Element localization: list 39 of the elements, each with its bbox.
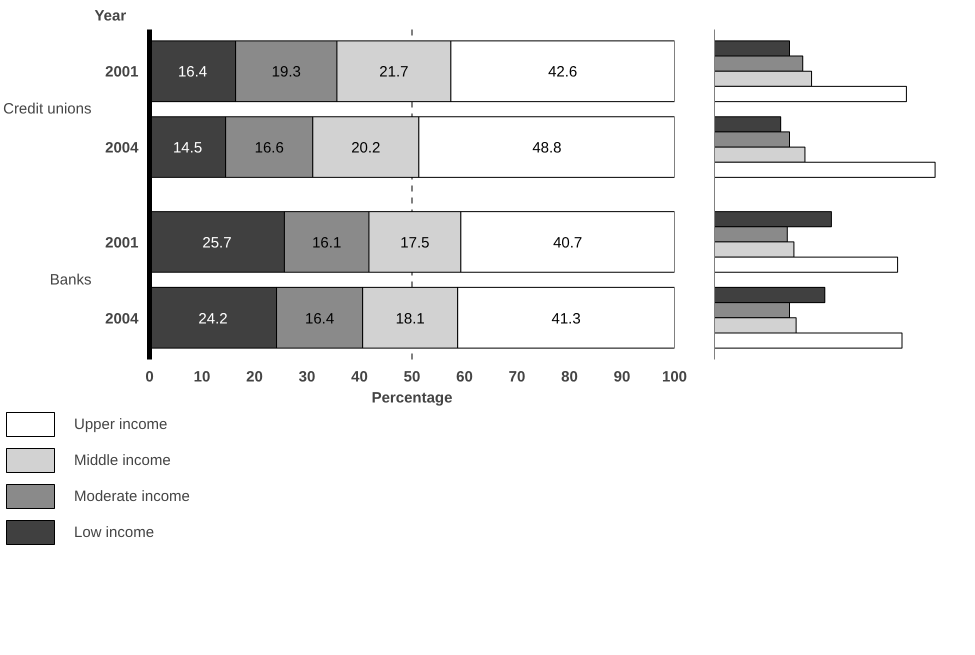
- x-tick-label: 30: [298, 368, 316, 386]
- data-label: 20.2: [351, 140, 380, 157]
- data-label: 14.5: [172, 140, 202, 157]
- x-tick-label: 20: [246, 368, 263, 386]
- y-tick-label: 2001: [105, 234, 139, 252]
- text: Banks: [50, 271, 92, 288]
- y-tick-label: 2001: [105, 64, 139, 81]
- data-label: 16.4: [178, 64, 208, 81]
- data-label: 42.6: [548, 64, 578, 81]
- data-label: 24.2: [198, 310, 228, 328]
- data-label: 16.1: [312, 234, 342, 252]
- data-label: 48.8: [532, 140, 562, 157]
- x-axis-title: Percentage: [372, 390, 452, 406]
- x-tick-label: 80: [561, 368, 578, 386]
- legend-label: Upper income: [74, 416, 168, 432]
- data-label: 19.3: [272, 64, 301, 81]
- data-label: 25.7: [202, 234, 232, 252]
- legend-label: Moderate income: [74, 488, 190, 504]
- data-label: 18.1: [396, 310, 425, 328]
- legend-label: Low income: [74, 524, 154, 540]
- x-tick-label: 10: [194, 368, 210, 386]
- x-tick-label: 50: [404, 368, 420, 386]
- data-label: 16.6: [254, 140, 284, 157]
- data-label: 17.5: [400, 234, 430, 252]
- legend-label: Middle income: [74, 452, 171, 468]
- data-label: 40.7: [553, 234, 582, 252]
- y-tick-label: 2004: [105, 140, 140, 157]
- x-tick-label: 100: [662, 368, 688, 386]
- x-tick-label: 70: [508, 368, 526, 386]
- y-axis-title: Year: [94, 8, 126, 24]
- x-tick-label: 0: [145, 368, 154, 386]
- data-label: 41.3: [551, 310, 581, 328]
- x-tick-label: 90: [614, 368, 630, 386]
- y-tick-label: 2004: [105, 310, 140, 328]
- x-tick-label: 60: [456, 368, 473, 386]
- data-label: 16.4: [305, 310, 334, 328]
- text: Credit unions: [3, 100, 92, 118]
- data-label: 21.7: [379, 64, 408, 81]
- x-tick-label: 40: [351, 368, 368, 386]
